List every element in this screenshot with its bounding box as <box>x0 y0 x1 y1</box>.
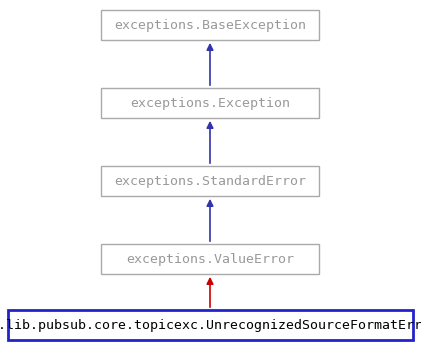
Text: wx.lib.pubsub.core.topicexc.UnrecognizedSourceFormatError: wx.lib.pubsub.core.topicexc.Unrecognized… <box>0 319 421 332</box>
Bar <box>8 310 413 340</box>
Bar <box>101 166 319 196</box>
Text: exceptions.BaseException: exceptions.BaseException <box>114 18 306 31</box>
Text: exceptions.ValueError: exceptions.ValueError <box>126 252 294 266</box>
Bar <box>101 244 319 274</box>
Text: exceptions.Exception: exceptions.Exception <box>130 97 290 110</box>
Text: exceptions.StandardError: exceptions.StandardError <box>114 174 306 187</box>
Bar <box>101 10 319 40</box>
Bar <box>101 88 319 118</box>
